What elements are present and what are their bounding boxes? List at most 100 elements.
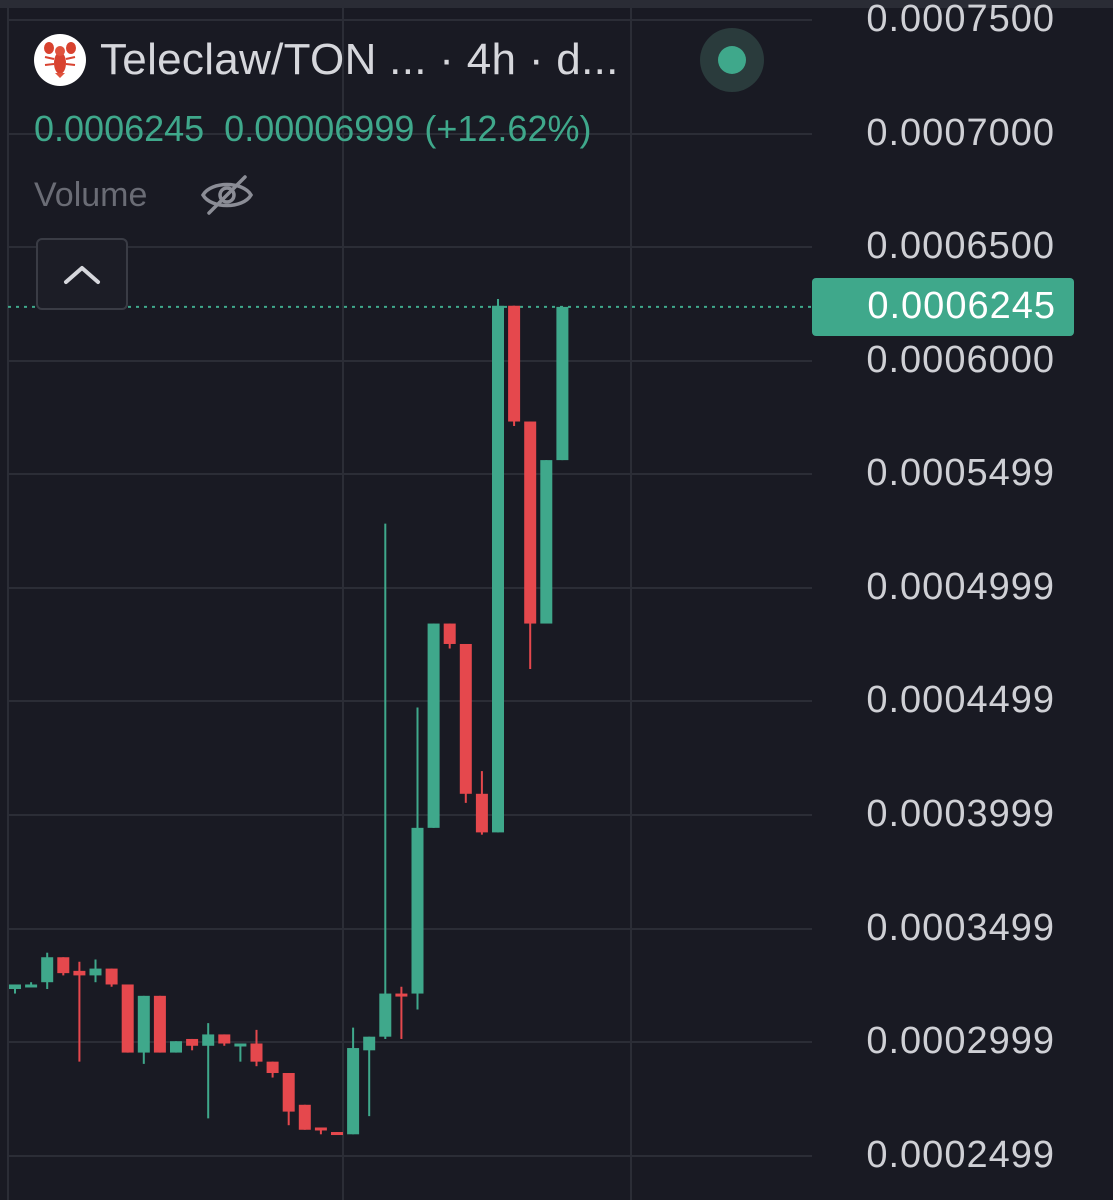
candle [282, 1073, 295, 1126]
candle [347, 1027, 360, 1135]
title-row[interactable]: Teleclaw/TON ... · 4h · d... [34, 28, 764, 92]
candle-body [556, 306, 569, 461]
candle [73, 961, 86, 1062]
candle-body [121, 984, 134, 1053]
volume-label: Volume [34, 175, 148, 214]
candle-body [266, 1061, 279, 1074]
candle-body [492, 305, 504, 833]
candle-body [459, 643, 472, 794]
candle [459, 643, 472, 803]
price-axis-tick: 0.0005499 [866, 452, 1055, 494]
current-price-tag: 0.0006245 [812, 277, 1074, 336]
candle [331, 1132, 343, 1136]
candle [379, 523, 392, 1039]
candle [250, 1029, 263, 1067]
candle-body [186, 1038, 199, 1046]
price-axis-tick: 0.0006500 [866, 225, 1055, 267]
candle [540, 460, 553, 624]
current-price-label: 0.0006245 [867, 285, 1056, 328]
candle [266, 1061, 279, 1078]
interval-text: · 4h · d... [426, 35, 619, 84]
candle-body [298, 1104, 311, 1130]
candle [395, 986, 408, 1039]
candle-body [427, 623, 440, 828]
price-axis-tick: 0.0003999 [866, 793, 1055, 835]
price-axis-tick: 0.0002999 [866, 1020, 1055, 1062]
candle-body [153, 995, 166, 1053]
candle-body [331, 1132, 343, 1136]
candle-body [57, 957, 70, 974]
candle-body [411, 827, 424, 994]
candle-body [282, 1073, 295, 1112]
candle-body [395, 993, 408, 997]
candle [89, 959, 102, 983]
candle-body [9, 984, 21, 990]
candle-body [170, 1041, 182, 1053]
candle-body [105, 968, 118, 985]
price-axis-tick: 0.0007500 [866, 0, 1055, 40]
candle [9, 984, 21, 994]
lobster-icon [34, 34, 86, 86]
candle [137, 995, 150, 1064]
price-axis-tick: 0.0004499 [866, 679, 1055, 721]
price-change-values: 0.0006245 0.00006999 (+12.62%) [34, 108, 592, 149]
chart-legend: Teleclaw/TON ... · 4h · d... 0.0006245 0… [34, 28, 764, 310]
candle [427, 623, 440, 828]
price-axis-tick: 0.0007000 [866, 112, 1055, 154]
candle-body [25, 984, 38, 988]
candle-body [379, 993, 392, 1037]
volume-row: Volume [34, 173, 255, 217]
candle [41, 952, 54, 990]
candle [218, 1034, 231, 1046]
price-axis-tick: 0.0002499 [866, 1134, 1055, 1176]
candle [153, 995, 166, 1053]
live-dot-inner [718, 46, 746, 74]
candle [475, 771, 488, 835]
candle [556, 306, 569, 461]
candle-body [41, 957, 54, 983]
candle-body [347, 1048, 360, 1135]
candle-body [443, 623, 456, 644]
candle [524, 421, 537, 669]
candle-body [475, 793, 488, 833]
candle [121, 984, 134, 1053]
candle-body [202, 1034, 215, 1046]
collapse-legend-button[interactable] [36, 238, 128, 310]
candle [105, 968, 118, 987]
candle [314, 1127, 327, 1135]
candle-body [540, 460, 553, 624]
candle [411, 707, 424, 1010]
price-axis-tick: 0.0003499 [866, 907, 1055, 949]
candle-body [89, 968, 102, 976]
candle-body [524, 421, 537, 624]
candle [202, 1023, 215, 1119]
chevron-up-icon [64, 266, 100, 284]
candle [170, 1041, 182, 1053]
candle-body [234, 1043, 247, 1047]
candle [234, 1043, 247, 1062]
candle-body [363, 1036, 376, 1051]
candle [363, 1036, 376, 1117]
candle-body [314, 1127, 327, 1131]
candle-body [218, 1034, 231, 1044]
candles [9, 298, 569, 1136]
candle [186, 1038, 199, 1051]
candle [25, 982, 38, 988]
pair-title: Teleclaw/TON ... [100, 35, 427, 84]
candle [57, 957, 70, 976]
candle-body [137, 995, 150, 1053]
price-axis-tick: 0.0004999 [866, 566, 1055, 608]
candle [443, 623, 456, 649]
candle [298, 1104, 311, 1130]
grid [7, 8, 812, 1200]
candle [492, 298, 504, 833]
candle-body [250, 1043, 263, 1062]
candle-body [73, 970, 86, 976]
candle [508, 305, 521, 427]
price-axis-tick: 0.0006000 [866, 339, 1055, 381]
candle-body [508, 305, 521, 422]
top-border [0, 0, 1113, 8]
live-status-dot [700, 28, 764, 92]
eye-off-icon[interactable] [199, 173, 255, 217]
